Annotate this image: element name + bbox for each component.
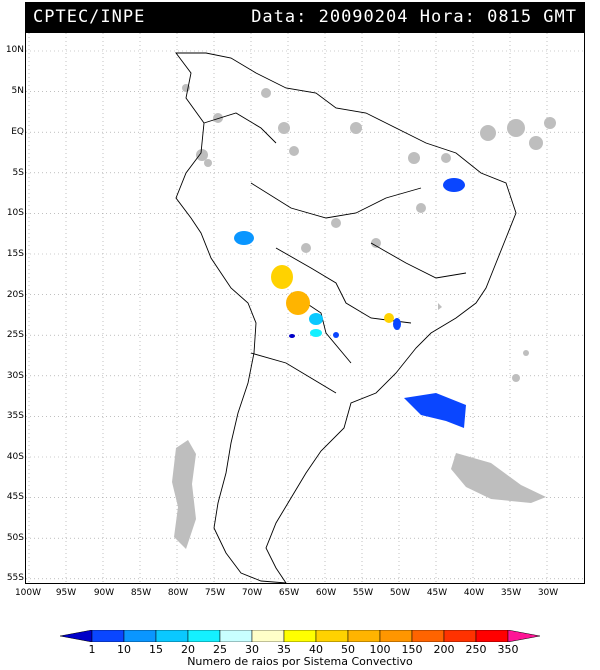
lat-label: 10N [5,45,24,55]
color-scale-swatch [443,630,477,642]
lightning-systems [234,178,466,428]
lat-label: 10S [6,208,24,218]
color-scale-label: 15 [149,643,163,656]
color-scale-label: 40 [309,643,323,656]
color-scale-label: 350 [497,643,519,656]
lat-label: 20S [6,290,24,300]
color-scale-label: 50 [341,643,355,656]
color-scale-label: 30 [245,643,259,656]
color-scale-title: Numero de raios por Sistema Convectivo [187,655,413,668]
lon-label: 100W [14,588,42,598]
color-scale-swatch [315,630,349,642]
color-scale-label: 10 [117,643,131,656]
color-scale-swatch [347,630,381,642]
color-scale-swatch [251,630,285,642]
color-scale-label: 250 [465,643,487,656]
lat-label: 40S [6,452,24,462]
source-label: CPTEC/INPE [33,7,146,27]
color-scale-label: 35 [277,643,291,656]
color-scale-label: 20 [181,643,195,656]
header-bar: CPTEC/INPE Data: 20090204 Hora: 0815 GMT [25,2,585,32]
lat-label: 30S [6,371,24,381]
lon-label: 95W [55,588,77,598]
lon-label: 70W [241,588,263,598]
color-scale-bar [60,630,540,642]
lon-label: 85W [130,588,152,598]
lat-label: EQ [11,127,24,137]
color-scale-label: 1 [88,643,96,656]
lat-label: 5S [12,168,24,178]
lon-label: 90W [93,588,115,598]
lon-label: 45W [426,588,448,598]
lat-label: 55S [6,573,24,583]
lon-label: 50W [389,588,411,598]
lon-label: 60W [315,588,337,598]
color-scale-swatch [123,630,157,642]
lat-label: 35S [6,411,24,421]
map-frame [25,32,585,584]
lon-label: 75W [204,588,226,598]
color-scale-swatch [155,630,189,642]
coastlines [175,52,517,583]
lon-label: 40W [463,588,485,598]
color-scale-label: 100 [369,643,391,656]
color-scale-swatch [507,630,540,642]
datetime-label: Data: 20090204 Hora: 0815 GMT [251,7,577,27]
lat-label: 50S [6,533,24,543]
lat-label: 45S [6,492,24,502]
color-scale-swatch [219,630,253,642]
cloud-cover [172,84,556,549]
color-scale-swatch [411,630,445,642]
lat-label: 15S [6,249,24,259]
color-scale-swatch [60,630,93,642]
lon-label: 80W [167,588,189,598]
color-scale-label: 200 [433,643,455,656]
lon-label: 35W [500,588,522,598]
color-scale-swatch [475,630,509,642]
color-scale-swatch [91,630,125,642]
map-svg [26,33,584,583]
lat-label: 25S [6,330,24,340]
lon-label: 30W [537,588,559,598]
color-scale-swatch [187,630,221,642]
color-scale-swatch [283,630,317,642]
color-scale-swatch [379,630,413,642]
lat-label: 5N [11,86,24,96]
lon-label: 55W [352,588,374,598]
lon-label: 65W [278,588,300,598]
color-scale-label: 25 [213,643,227,656]
color-scale-label: 150 [401,643,423,656]
